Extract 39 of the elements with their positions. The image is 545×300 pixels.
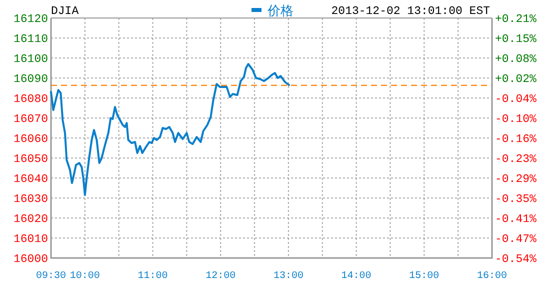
y2-tick-label: +0.08%	[495, 52, 537, 66]
x-tick-label: 11:00	[138, 271, 168, 282]
chart-subtitle: 2013-12-02 13:01:00 EST	[331, 5, 490, 18]
legend: 价格	[252, 4, 294, 19]
y-tick-label: 16020	[13, 213, 48, 226]
y2-tick-label: -0.41%	[495, 213, 537, 226]
y-tick-label: 16090	[13, 73, 48, 86]
y-tick-label: 16040	[13, 173, 48, 186]
x-tick-label: 12:00	[206, 271, 236, 282]
y2-tick-label: -0.47%	[495, 233, 537, 246]
y2-tick-label: -0.16%	[495, 133, 537, 146]
y-tick-label: 16080	[13, 93, 48, 106]
x-tick-label: 14:00	[341, 271, 372, 282]
y2-tick-label: -0.29%	[495, 173, 537, 186]
y-tick-label: 16070	[13, 113, 48, 126]
y2-tick-label: +0.21%	[495, 13, 537, 26]
line-series	[50, 63, 290, 196]
x-tick-label: 13:00	[273, 271, 304, 282]
y-tick-label: 16100	[13, 53, 48, 66]
y-tick-label: 16010	[13, 233, 48, 246]
x-tick-label: 16:00	[476, 271, 508, 282]
y-tick-label: 16050	[13, 153, 48, 166]
y2-tick-label: +0.02%	[495, 72, 537, 86]
x-tick-label: 09:30	[36, 271, 66, 282]
y-tick-label: 16060	[13, 133, 48, 146]
x-tick-label: 10:00	[70, 271, 100, 282]
y2-tick-label: -0.04%	[495, 92, 537, 106]
y-tick-label: 16000	[13, 253, 48, 266]
y-tick-label: 16110	[13, 33, 48, 46]
x-tick-label: 15:00	[409, 271, 440, 282]
y2-tick-label: +0.15%	[495, 32, 537, 46]
y2-tick-label: -0.54%	[495, 253, 537, 266]
legend-label: 价格	[266, 4, 294, 19]
y2-tick-label: -0.10%	[495, 112, 537, 126]
y2-tick-label: -0.35%	[495, 193, 537, 206]
y2-tick-label: -0.23%	[495, 153, 537, 166]
y-tick-label: 16120	[13, 13, 48, 26]
chart-title: DJIA	[51, 5, 79, 18]
y-tick-label: 16030	[13, 193, 48, 206]
